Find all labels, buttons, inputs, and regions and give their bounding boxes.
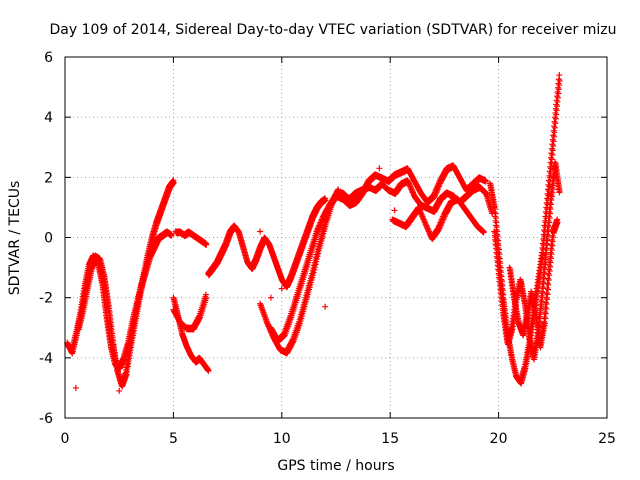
x-tick-label: 5 — [169, 431, 178, 447]
data-point — [202, 291, 209, 298]
y-tick-label: 2 — [44, 170, 53, 186]
y-tick-label: 0 — [44, 231, 53, 247]
y-tick-label: 6 — [44, 50, 53, 66]
x-tick-label: 15 — [381, 431, 399, 447]
y-tick-label: -6 — [39, 411, 53, 427]
y-tick-labels: -6 -4 -2 0 2 4 6 — [39, 50, 53, 427]
y-tick-label: -2 — [39, 291, 53, 307]
data-point — [202, 240, 209, 247]
data-point — [168, 231, 175, 238]
data-point — [205, 366, 212, 373]
y-axis-label: SDTVAR / TECUs — [7, 181, 23, 296]
x-tick-label: 0 — [61, 431, 70, 447]
x-tick-label: 10 — [273, 431, 291, 447]
x-tick-labels: 0 5 10 15 20 25 — [61, 431, 616, 447]
x-tick-label: 25 — [598, 431, 616, 447]
data-point — [170, 177, 177, 184]
data-point — [322, 195, 329, 202]
data-points — [64, 72, 563, 394]
chart-title: Day 109 of 2014, Sidereal Day-to-day VTE… — [50, 22, 617, 38]
x-tick-label: 20 — [490, 431, 508, 447]
y-tick-label: 4 — [44, 110, 53, 126]
grid-lines — [65, 57, 607, 418]
y-tick-label: -4 — [39, 351, 53, 367]
x-axis-label: GPS time / hours — [277, 458, 394, 474]
